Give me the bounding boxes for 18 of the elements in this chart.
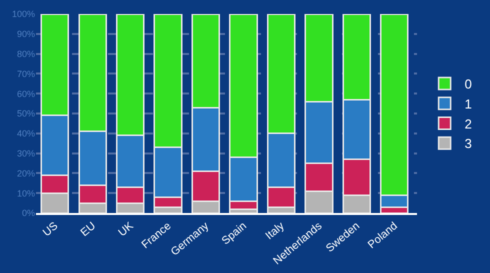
x-tick-label: US bbox=[40, 220, 60, 240]
y-tick-label: 90% bbox=[16, 29, 35, 40]
y-tick-label: 100% bbox=[12, 9, 35, 20]
y-tick-label: 20% bbox=[16, 168, 35, 178]
x-tick-label: EU bbox=[78, 220, 98, 240]
y-tick-label: 80% bbox=[16, 48, 35, 59]
y-tick-label: 40% bbox=[16, 128, 35, 139]
legend-label: 0 bbox=[464, 76, 472, 92]
x-tick-label: UK bbox=[116, 220, 136, 240]
legend-label: 1 bbox=[464, 96, 472, 112]
legend-label: 3 bbox=[464, 136, 472, 152]
legend-label: 2 bbox=[464, 116, 472, 132]
y-tick-label: 50% bbox=[16, 108, 35, 119]
y-tick-label: 10% bbox=[16, 188, 35, 198]
y-tick-label: 0% bbox=[22, 208, 35, 218]
y-tick-label: 70% bbox=[16, 68, 35, 79]
y-tick-label: 30% bbox=[16, 148, 35, 158]
y-tick-label: 60% bbox=[16, 88, 35, 99]
